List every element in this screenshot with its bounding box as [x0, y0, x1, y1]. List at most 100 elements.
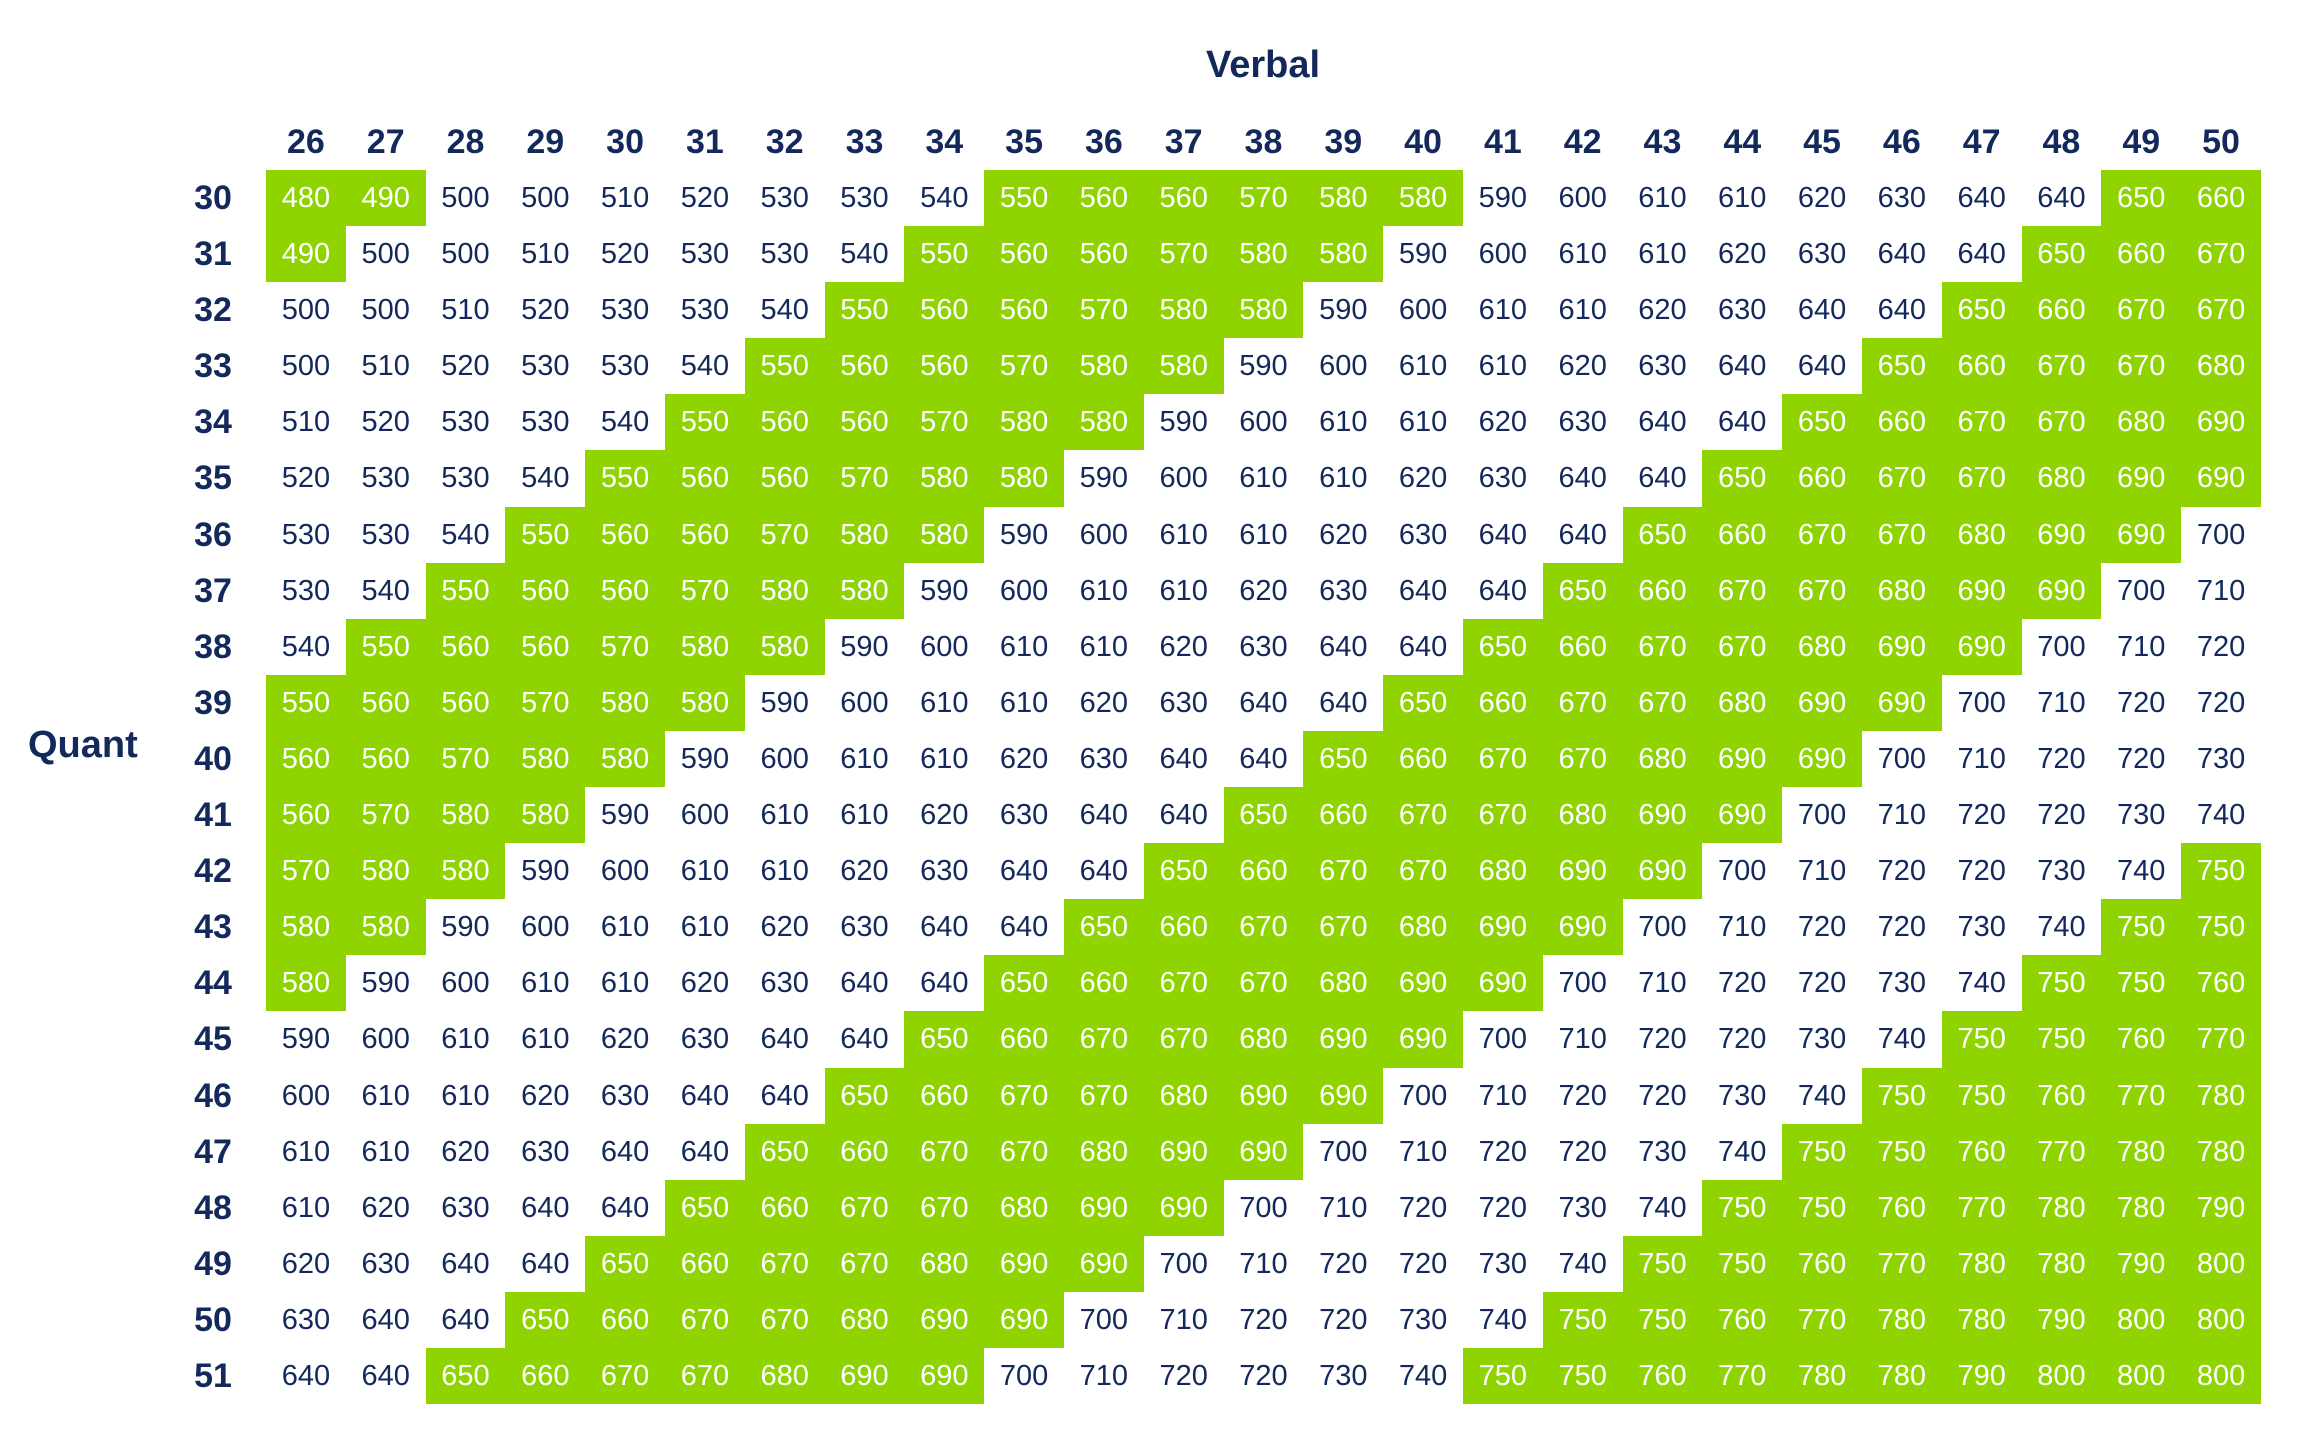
score-cell: 720: [1239, 1359, 1288, 1392]
highlighted-score-cell: 650: [904, 1011, 985, 1068]
row-header: 48: [194, 1188, 232, 1227]
score-cell: 640: [840, 1023, 889, 1056]
score-cell: 590: [999, 518, 1049, 551]
highlighted-score-cell: 660: [1143, 899, 1224, 956]
highlighted-score-cell: 750: [1622, 1291, 1703, 1348]
score-cell: 610: [680, 855, 730, 888]
highlighted-score-cell: 660: [1622, 562, 1703, 619]
score-cell: 510: [521, 238, 570, 271]
highlighted-score-cell: 670: [1782, 562, 1862, 619]
highlighted-score-cell: 690: [1542, 899, 1623, 956]
highlighted-score-cell: 560: [585, 562, 665, 619]
score-cell: 640: [1398, 574, 1448, 607]
highlighted-score-cell: 670: [1941, 450, 2022, 507]
score-cell: 610: [1159, 574, 1208, 607]
score-cell: 730: [1319, 1359, 1368, 1392]
highlighted-score-cell: 650: [824, 1067, 905, 1124]
score-cell: 720: [1638, 1079, 1687, 1112]
score-cell: 590: [600, 799, 650, 832]
score-cell: 530: [680, 238, 730, 271]
highlighted-score-cell: 670: [664, 1347, 745, 1405]
highlighted-score-cell: 680: [1622, 730, 1703, 788]
score-cell: 590: [1319, 294, 1368, 327]
score-cell: 700: [1558, 967, 1607, 1000]
highlighted-score-cell: 790: [2021, 1291, 2102, 1348]
highlighted-score-cell: 760: [1941, 1123, 2022, 1180]
score-cell: 640: [2037, 182, 2086, 214]
highlighted-score-cell: 670: [664, 1291, 745, 1348]
highlighted-score-cell: 550: [744, 338, 825, 395]
score-cell: 630: [1159, 686, 1208, 719]
highlighted-score-cell: 670: [904, 1179, 985, 1236]
score-cell: 710: [1558, 1023, 1607, 1056]
highlighted-score-cell: 580: [744, 562, 825, 619]
highlighted-score-cell: 560: [585, 506, 665, 563]
highlighted-score-cell: 650: [1303, 730, 1384, 788]
highlighted-score-cell: 690: [1383, 1011, 1463, 1068]
score-cell: 640: [680, 1135, 730, 1168]
score-cell: 640: [1079, 855, 1129, 888]
highlighted-score-cell: 690: [2021, 506, 2102, 563]
score-cell: 630: [1319, 574, 1368, 607]
score-cell: 610: [1558, 294, 1607, 327]
highlighted-score-cell: 670: [2101, 282, 2182, 339]
highlighted-score-cell: 580: [1383, 170, 1463, 227]
highlighted-score-cell: 670: [2181, 226, 2261, 283]
score-cell: 500: [281, 350, 331, 383]
score-cell: 530: [281, 574, 331, 607]
table-row: 610 610 620 630 640 640 650 660 670 670 680 690 690 7…: [266, 1123, 2261, 1180]
highlighted-score-cell: 800: [2021, 1347, 2102, 1405]
highlighted-score-cell: 560: [744, 450, 825, 507]
highlighted-score-cell: 690: [1383, 955, 1463, 1012]
score-cell: 720: [1558, 1079, 1607, 1112]
highlighted-score-cell: 560: [425, 618, 506, 675]
score-cell: 500: [361, 238, 410, 271]
score-cell: 530: [441, 406, 490, 439]
highlighted-score-cell: 670: [1702, 618, 1783, 675]
score-cell: 640: [1159, 742, 1208, 775]
highlighted-score-cell: 580: [1223, 226, 1304, 283]
score-cell: 640: [361, 1359, 410, 1392]
row-header: 47: [194, 1132, 232, 1171]
score-cell: 640: [1957, 182, 2006, 214]
highlighted-score-cell: 660: [1303, 787, 1384, 844]
column-header: 32: [765, 123, 804, 161]
score-cell: 510: [441, 294, 490, 327]
score-cell: 500: [441, 182, 490, 214]
score-cell: 710: [1398, 1135, 1448, 1168]
highlighted-score-cell: 580: [505, 730, 586, 788]
score-cell: 620: [361, 1191, 410, 1224]
highlighted-score-cell: 780: [1861, 1291, 1942, 1348]
score-cell: 730: [2196, 742, 2246, 775]
score-cell: 610: [441, 1023, 490, 1056]
score-cell: 630: [1398, 518, 1448, 551]
highlighted-score-cell: 680: [2181, 338, 2261, 395]
score-cell: 630: [999, 799, 1049, 832]
highlighted-score-cell: 570: [585, 618, 665, 675]
highlighted-score-cell: 490: [345, 170, 426, 227]
highlighted-score-cell: 690: [1462, 899, 1543, 956]
score-cell: 640: [1718, 350, 1767, 383]
score-cell: 530: [680, 294, 730, 327]
column-header: 46: [1882, 123, 1921, 161]
column-header: 34: [925, 123, 964, 161]
highlighted-score-cell: 680: [1861, 562, 1942, 619]
highlighted-score-cell: 680: [1542, 787, 1623, 844]
column-header: 37: [1164, 123, 1203, 161]
row-header: 37: [194, 571, 232, 610]
score-cell: 730: [2037, 855, 2086, 888]
highlighted-score-cell: 560: [984, 282, 1064, 339]
score-cell: 610: [1478, 294, 1528, 327]
score-cell: 640: [1877, 294, 1927, 327]
score-cell: 630: [281, 1303, 331, 1336]
score-cell: 510: [361, 350, 410, 383]
highlighted-score-cell: 670: [1143, 955, 1224, 1012]
highlighted-score-cell: 650: [1223, 787, 1304, 844]
highlighted-score-cell: 660: [1782, 450, 1862, 507]
highlighted-score-cell: 680: [1063, 1123, 1144, 1180]
highlighted-score-cell: 560: [1063, 170, 1144, 227]
score-cell: 590: [521, 855, 570, 888]
verbal-axis-title: Verbal: [1205, 44, 1321, 86]
highlighted-score-cell: 760: [1622, 1347, 1703, 1405]
highlighted-score-cell: 750: [1702, 1235, 1783, 1292]
